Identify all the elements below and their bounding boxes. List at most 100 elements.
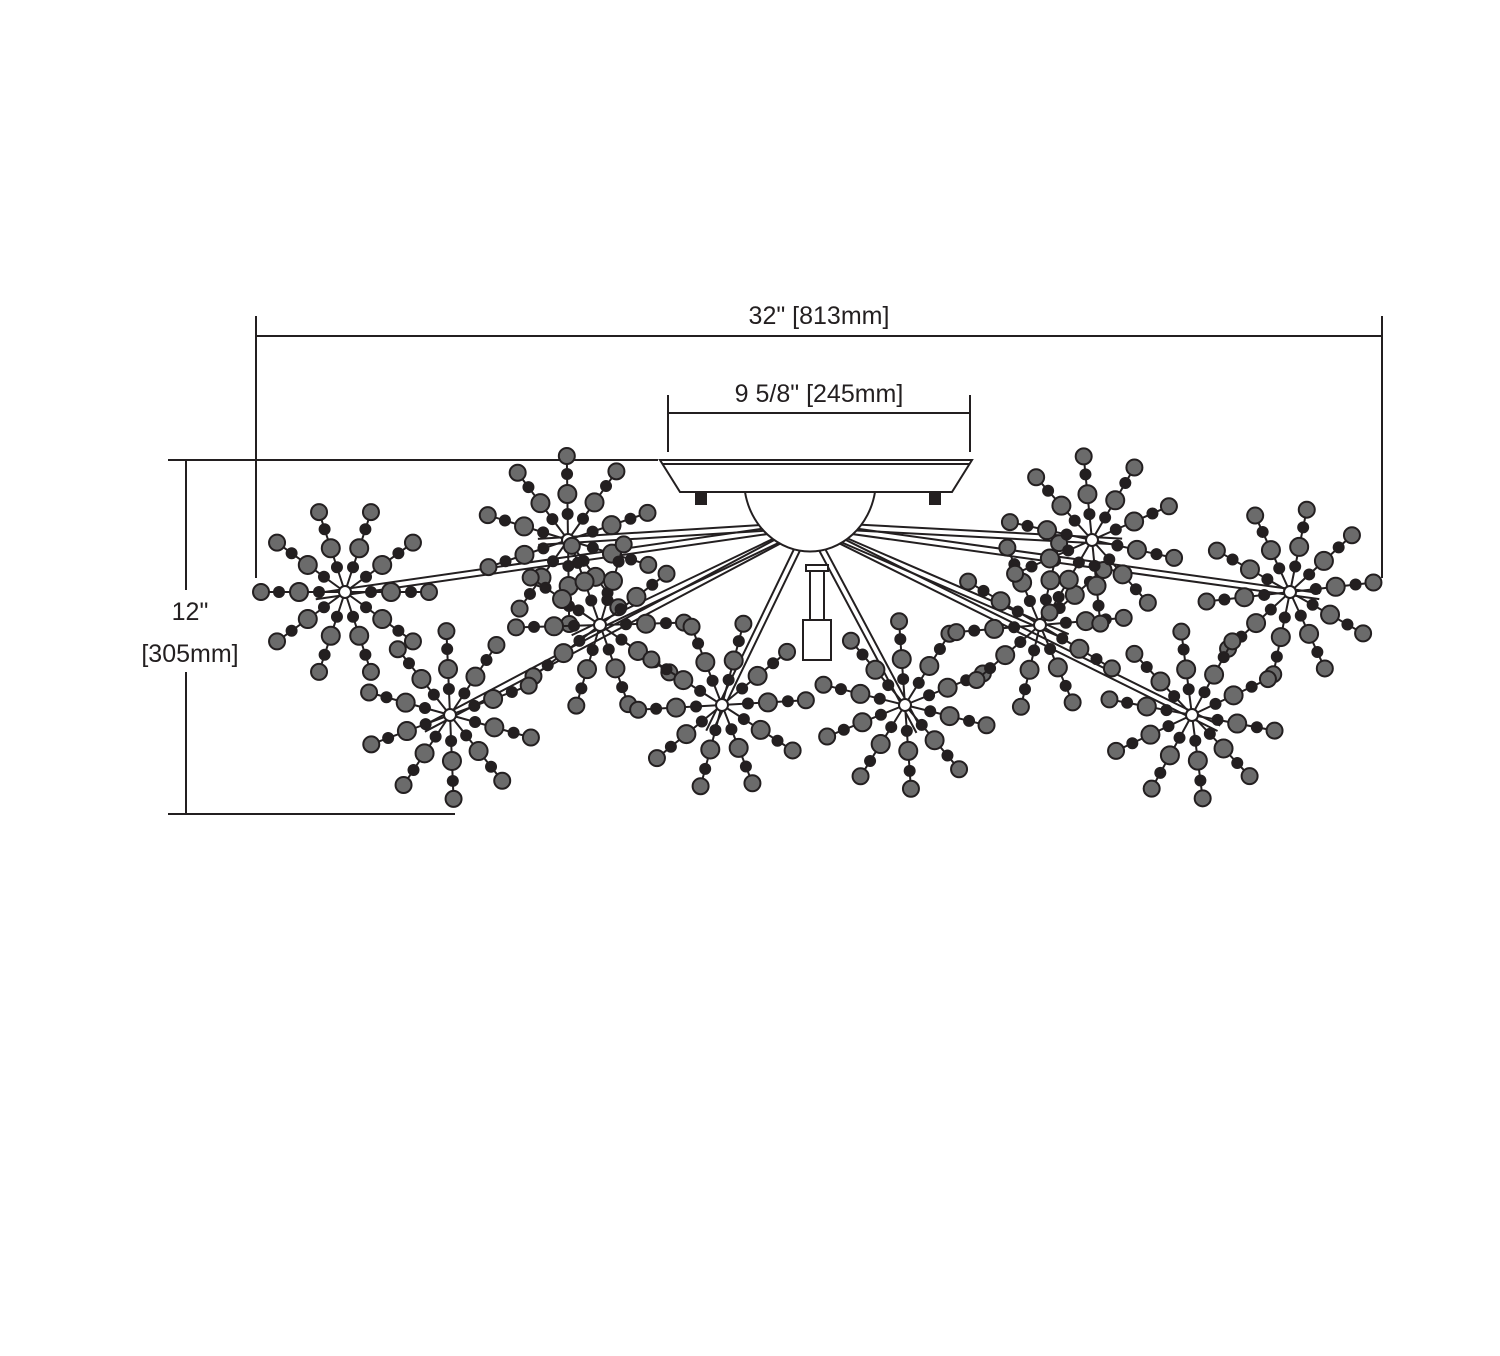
canopy	[658, 459, 974, 661]
crystal-bead	[465, 666, 486, 687]
crystal-bead	[1105, 490, 1126, 511]
crystal-bead	[870, 734, 891, 755]
crystal-bead	[1021, 519, 1034, 532]
crystal-bead	[1056, 632, 1069, 645]
crystal-bead	[586, 525, 599, 538]
crystal-bead	[395, 692, 416, 713]
crystal-bead	[1264, 603, 1277, 616]
crystal-bead	[1142, 779, 1161, 798]
crystal-bead	[508, 463, 527, 482]
crystal-bead	[297, 609, 318, 630]
crystal-bead	[320, 625, 341, 646]
crystal-bead	[522, 481, 535, 494]
crystal-bead	[1294, 609, 1307, 622]
crystal-bead	[615, 633, 628, 646]
crystal-bead	[1025, 560, 1038, 573]
crystal-bead	[568, 619, 581, 632]
crystal-bead	[891, 649, 912, 670]
crystal-bead	[657, 564, 676, 583]
crystal-bead	[349, 625, 370, 646]
crystal-bead	[1258, 588, 1271, 601]
crystal-bead	[1313, 550, 1334, 571]
crystal-bead	[1315, 659, 1334, 678]
crystal-bead	[561, 468, 574, 481]
crystal-bead	[445, 734, 458, 747]
crystal-cluster	[629, 614, 815, 796]
crystal-bead	[1023, 595, 1036, 608]
crystal-bead	[659, 617, 672, 630]
crystal-bead	[1189, 734, 1202, 747]
crystal-bead	[650, 702, 663, 715]
crystal-bead	[834, 683, 847, 696]
crystal-bead	[937, 677, 958, 698]
crystal-bead	[359, 648, 372, 661]
crystal-cluster	[252, 503, 438, 681]
crystal-bead	[695, 715, 708, 728]
crystal-bead	[562, 536, 581, 555]
crystal-bead	[1320, 604, 1341, 625]
crystal-bead	[903, 764, 916, 777]
crystal-bead	[1044, 642, 1057, 655]
crystal-bead	[442, 683, 455, 696]
crystal-bead	[289, 582, 309, 602]
crystal-bead	[605, 658, 626, 679]
crystal-bead	[890, 612, 909, 631]
crystal-bead	[1270, 627, 1291, 648]
crystal-bead	[347, 561, 360, 574]
crystal-bead	[330, 561, 343, 574]
crystal-bead	[783, 741, 802, 760]
crystal-bead	[458, 687, 471, 700]
crystal-bead	[1074, 447, 1093, 466]
crystal-cluster	[1000, 447, 1184, 633]
crystal-bead	[521, 728, 540, 747]
crystal-bead	[320, 538, 341, 559]
crystal-bead	[709, 724, 722, 737]
crystal-bead	[318, 523, 331, 536]
crystal-bead	[1129, 583, 1142, 596]
crystal-bead	[977, 584, 990, 597]
crystal-bead	[664, 740, 677, 753]
crystal-bead	[1126, 539, 1147, 560]
crystal-bead	[1177, 643, 1190, 656]
crystal-bead	[850, 683, 871, 704]
crystal-bead	[1146, 507, 1159, 520]
crystal-bead	[444, 789, 463, 808]
crystal-bead	[1289, 536, 1310, 557]
crystal-bead	[1223, 632, 1242, 651]
arm-edge	[705, 523, 808, 732]
crystal-bead	[635, 613, 656, 634]
crystal-bead	[1341, 618, 1354, 631]
crystal-bead	[381, 582, 401, 602]
crystal-bead	[1150, 671, 1171, 692]
height-mm-label: [305mm]	[141, 640, 238, 668]
crystal-bead	[1011, 697, 1030, 716]
crystal-bead	[1028, 644, 1041, 657]
crystal-bead	[1182, 683, 1195, 696]
crystal-bead	[1159, 497, 1178, 516]
crystal-bead	[310, 662, 329, 681]
crystal-bead	[330, 610, 343, 623]
crystal-bead	[478, 506, 497, 525]
crystal-bead	[1103, 553, 1116, 566]
crystal-bead	[1083, 508, 1096, 521]
crystal-bead	[460, 729, 473, 742]
crystal-bead	[317, 601, 330, 614]
crystal-bead	[941, 749, 954, 762]
crystal-bead	[882, 679, 895, 692]
crystal-bead	[411, 668, 432, 689]
crystal-bead	[1011, 605, 1024, 618]
crystal-bead	[990, 591, 1011, 612]
center-socket	[809, 570, 825, 622]
crystal-bead	[601, 594, 614, 607]
crystal-bead	[1154, 766, 1167, 779]
crystal-bead	[601, 515, 622, 536]
crystal-bead	[706, 674, 719, 687]
crystal-cluster	[814, 612, 996, 798]
crystal-bead	[851, 767, 870, 786]
crystal-bead	[647, 749, 666, 768]
crystal-bead	[1193, 789, 1212, 808]
crystal-bead	[963, 714, 976, 727]
crystal-bead	[627, 640, 648, 661]
crystal-bead	[571, 556, 584, 569]
crystal-bead	[722, 673, 735, 686]
